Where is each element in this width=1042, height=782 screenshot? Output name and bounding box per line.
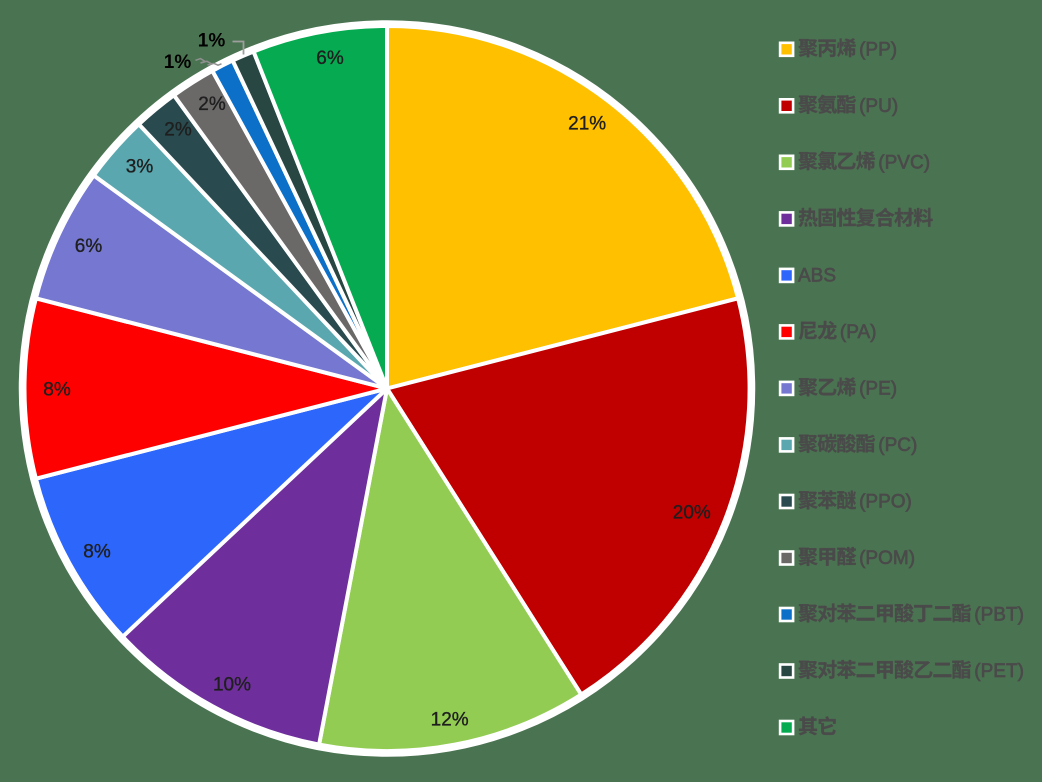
svg-text:(PET): (PET)	[974, 661, 1024, 682]
svg-text:2%: 2%	[164, 120, 192, 141]
svg-text:(PPO): (PPO)	[859, 492, 912, 513]
svg-text:(PC): (PC)	[878, 435, 917, 456]
svg-text:2%: 2%	[198, 94, 226, 115]
svg-text:1%: 1%	[164, 52, 192, 73]
svg-text:(PVC): (PVC)	[878, 152, 930, 173]
svg-text:6%: 6%	[316, 48, 344, 69]
svg-text:10%: 10%	[213, 674, 251, 695]
svg-text:(PA): (PA)	[840, 322, 877, 343]
svg-text:(POM): (POM)	[859, 548, 915, 569]
svg-text:6%: 6%	[75, 236, 103, 257]
svg-text:(PU): (PU)	[859, 96, 898, 117]
svg-text:1%: 1%	[198, 31, 226, 52]
svg-text:21%: 21%	[568, 114, 606, 135]
svg-text:12%: 12%	[431, 709, 469, 730]
svg-text:(PP): (PP)	[859, 39, 897, 60]
svg-text:(PE): (PE)	[859, 378, 897, 399]
svg-text:3%: 3%	[126, 156, 154, 177]
svg-text:20%: 20%	[673, 502, 711, 523]
svg-text:8%: 8%	[43, 379, 71, 400]
svg-text:ABS: ABS	[798, 265, 836, 286]
svg-text:8%: 8%	[83, 541, 111, 562]
svg-text:(PBT): (PBT)	[974, 605, 1024, 626]
